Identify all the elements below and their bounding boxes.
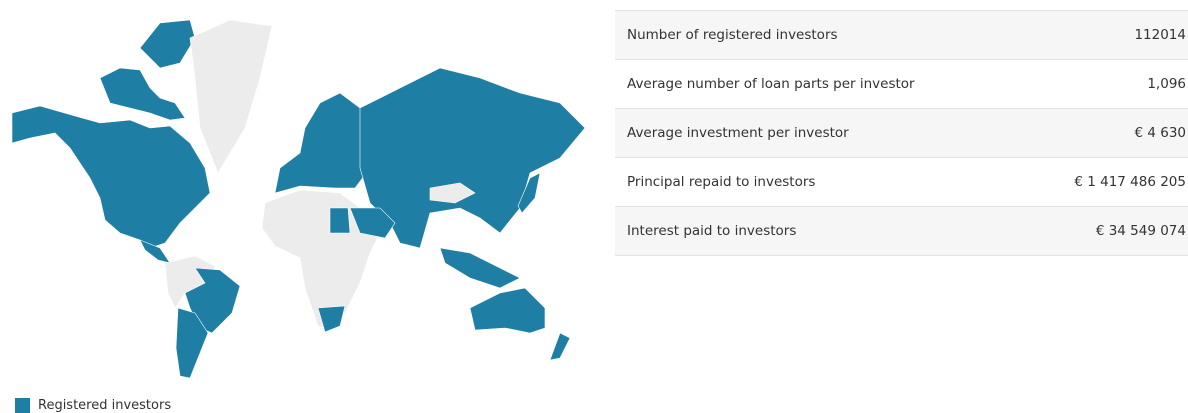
stats-row: Principal repaid to investors € 1 417 486… — [615, 157, 1188, 207]
japan — [517, 172, 541, 214]
central-america — [139, 239, 171, 264]
canada-arctic — [99, 67, 186, 121]
stat-label: Principal repaid to investors — [615, 157, 1021, 207]
stats-row: Number of registered investors 112014 — [615, 10, 1188, 60]
stat-value: 1,096 — [1020, 59, 1188, 109]
stats-row: Interest paid to investors € 34 549 074 — [615, 206, 1188, 256]
stats-table: Number of registered investors 112014 Aver… — [615, 10, 1188, 256]
argentina-chile — [175, 307, 209, 378]
europe — [274, 92, 371, 194]
russia-asia — [359, 67, 586, 249]
stat-value: 112014 — [1020, 10, 1188, 60]
stats-row: Average number of loan parts per investo… — [615, 59, 1188, 109]
stat-label: Average number of loan parts per investo… — [615, 59, 1021, 109]
southeast-asia — [439, 247, 521, 289]
stat-label: Average investment per investor — [615, 108, 1021, 158]
legend-label: Registered investors — [38, 398, 172, 413]
world-map — [11, 19, 586, 378]
africa — [261, 189, 386, 331]
egypt — [329, 207, 351, 234]
north-america — [11, 105, 211, 249]
stats-row: Average investment per investor € 4 630 — [615, 108, 1188, 158]
stat-value: € 1 417 486 205 — [1020, 157, 1188, 207]
new-zealand — [549, 332, 571, 361]
middle-east — [349, 207, 396, 239]
stat-value: € 34 549 074 — [1020, 206, 1188, 256]
australia — [469, 287, 546, 334]
mongolia — [429, 182, 476, 204]
stat-label: Interest paid to investors — [615, 206, 1021, 256]
stat-label: Number of registered investors — [615, 10, 1021, 60]
greenland — [189, 19, 273, 174]
stat-value: € 4 630 — [1020, 108, 1188, 158]
south-africa — [317, 305, 346, 333]
legend: Registered investors — [15, 398, 171, 413]
legend-swatch — [15, 398, 30, 413]
arctic-island — [139, 19, 196, 69]
